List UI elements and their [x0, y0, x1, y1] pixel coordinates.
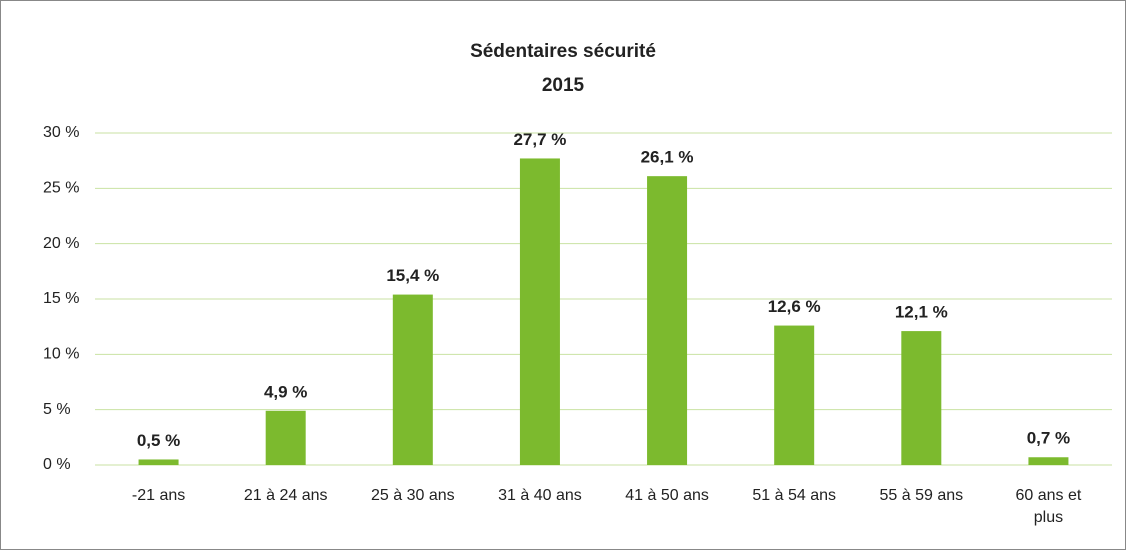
y-tick-label: 5 %: [43, 401, 71, 418]
chart-title: Sédentaires sécurité: [470, 41, 656, 62]
value-label: 4,9 %: [264, 382, 307, 401]
x-tick-label: 21 à 24 ans: [243, 487, 328, 504]
value-label: 12,1 %: [895, 303, 948, 322]
x-tick-label: 31 à 40 ans: [498, 487, 582, 504]
value-label: 26,1 %: [641, 148, 694, 167]
value-label: 15,4 %: [386, 266, 439, 285]
x-tick-label: 41 à 50 ans: [625, 487, 709, 504]
x-tick-label: 55 à 59 ans: [879, 487, 964, 504]
x-tick-label: 51 à 54 ans: [752, 487, 836, 504]
bar: [647, 176, 688, 465]
value-label: 27,7 %: [513, 130, 566, 149]
bar: [1028, 457, 1069, 465]
y-tick-label: 30 %: [43, 124, 79, 141]
bar: [138, 459, 179, 465]
chart-subtitle: 2015: [542, 75, 585, 96]
y-tick-label: 20 %: [43, 235, 79, 252]
x-tick-label: -21 ans: [131, 487, 186, 504]
y-tick-label: 0 %: [43, 456, 71, 473]
value-label: 0,7 %: [1027, 429, 1070, 448]
y-tick-label: 10 %: [43, 346, 79, 363]
y-tick-label: 25 %: [43, 180, 79, 197]
bar: [774, 325, 815, 465]
value-label: 12,6 %: [768, 297, 821, 316]
x-tick-label: 25 à 30 ans: [371, 487, 455, 504]
bar: [392, 294, 433, 465]
bar: [901, 331, 942, 465]
value-label: 0,5 %: [137, 431, 180, 450]
y-tick-label: 15 %: [43, 290, 79, 307]
bar: [265, 410, 306, 465]
x-tick-label: 60 ans et plus: [1015, 487, 1082, 526]
bar: [519, 158, 560, 465]
